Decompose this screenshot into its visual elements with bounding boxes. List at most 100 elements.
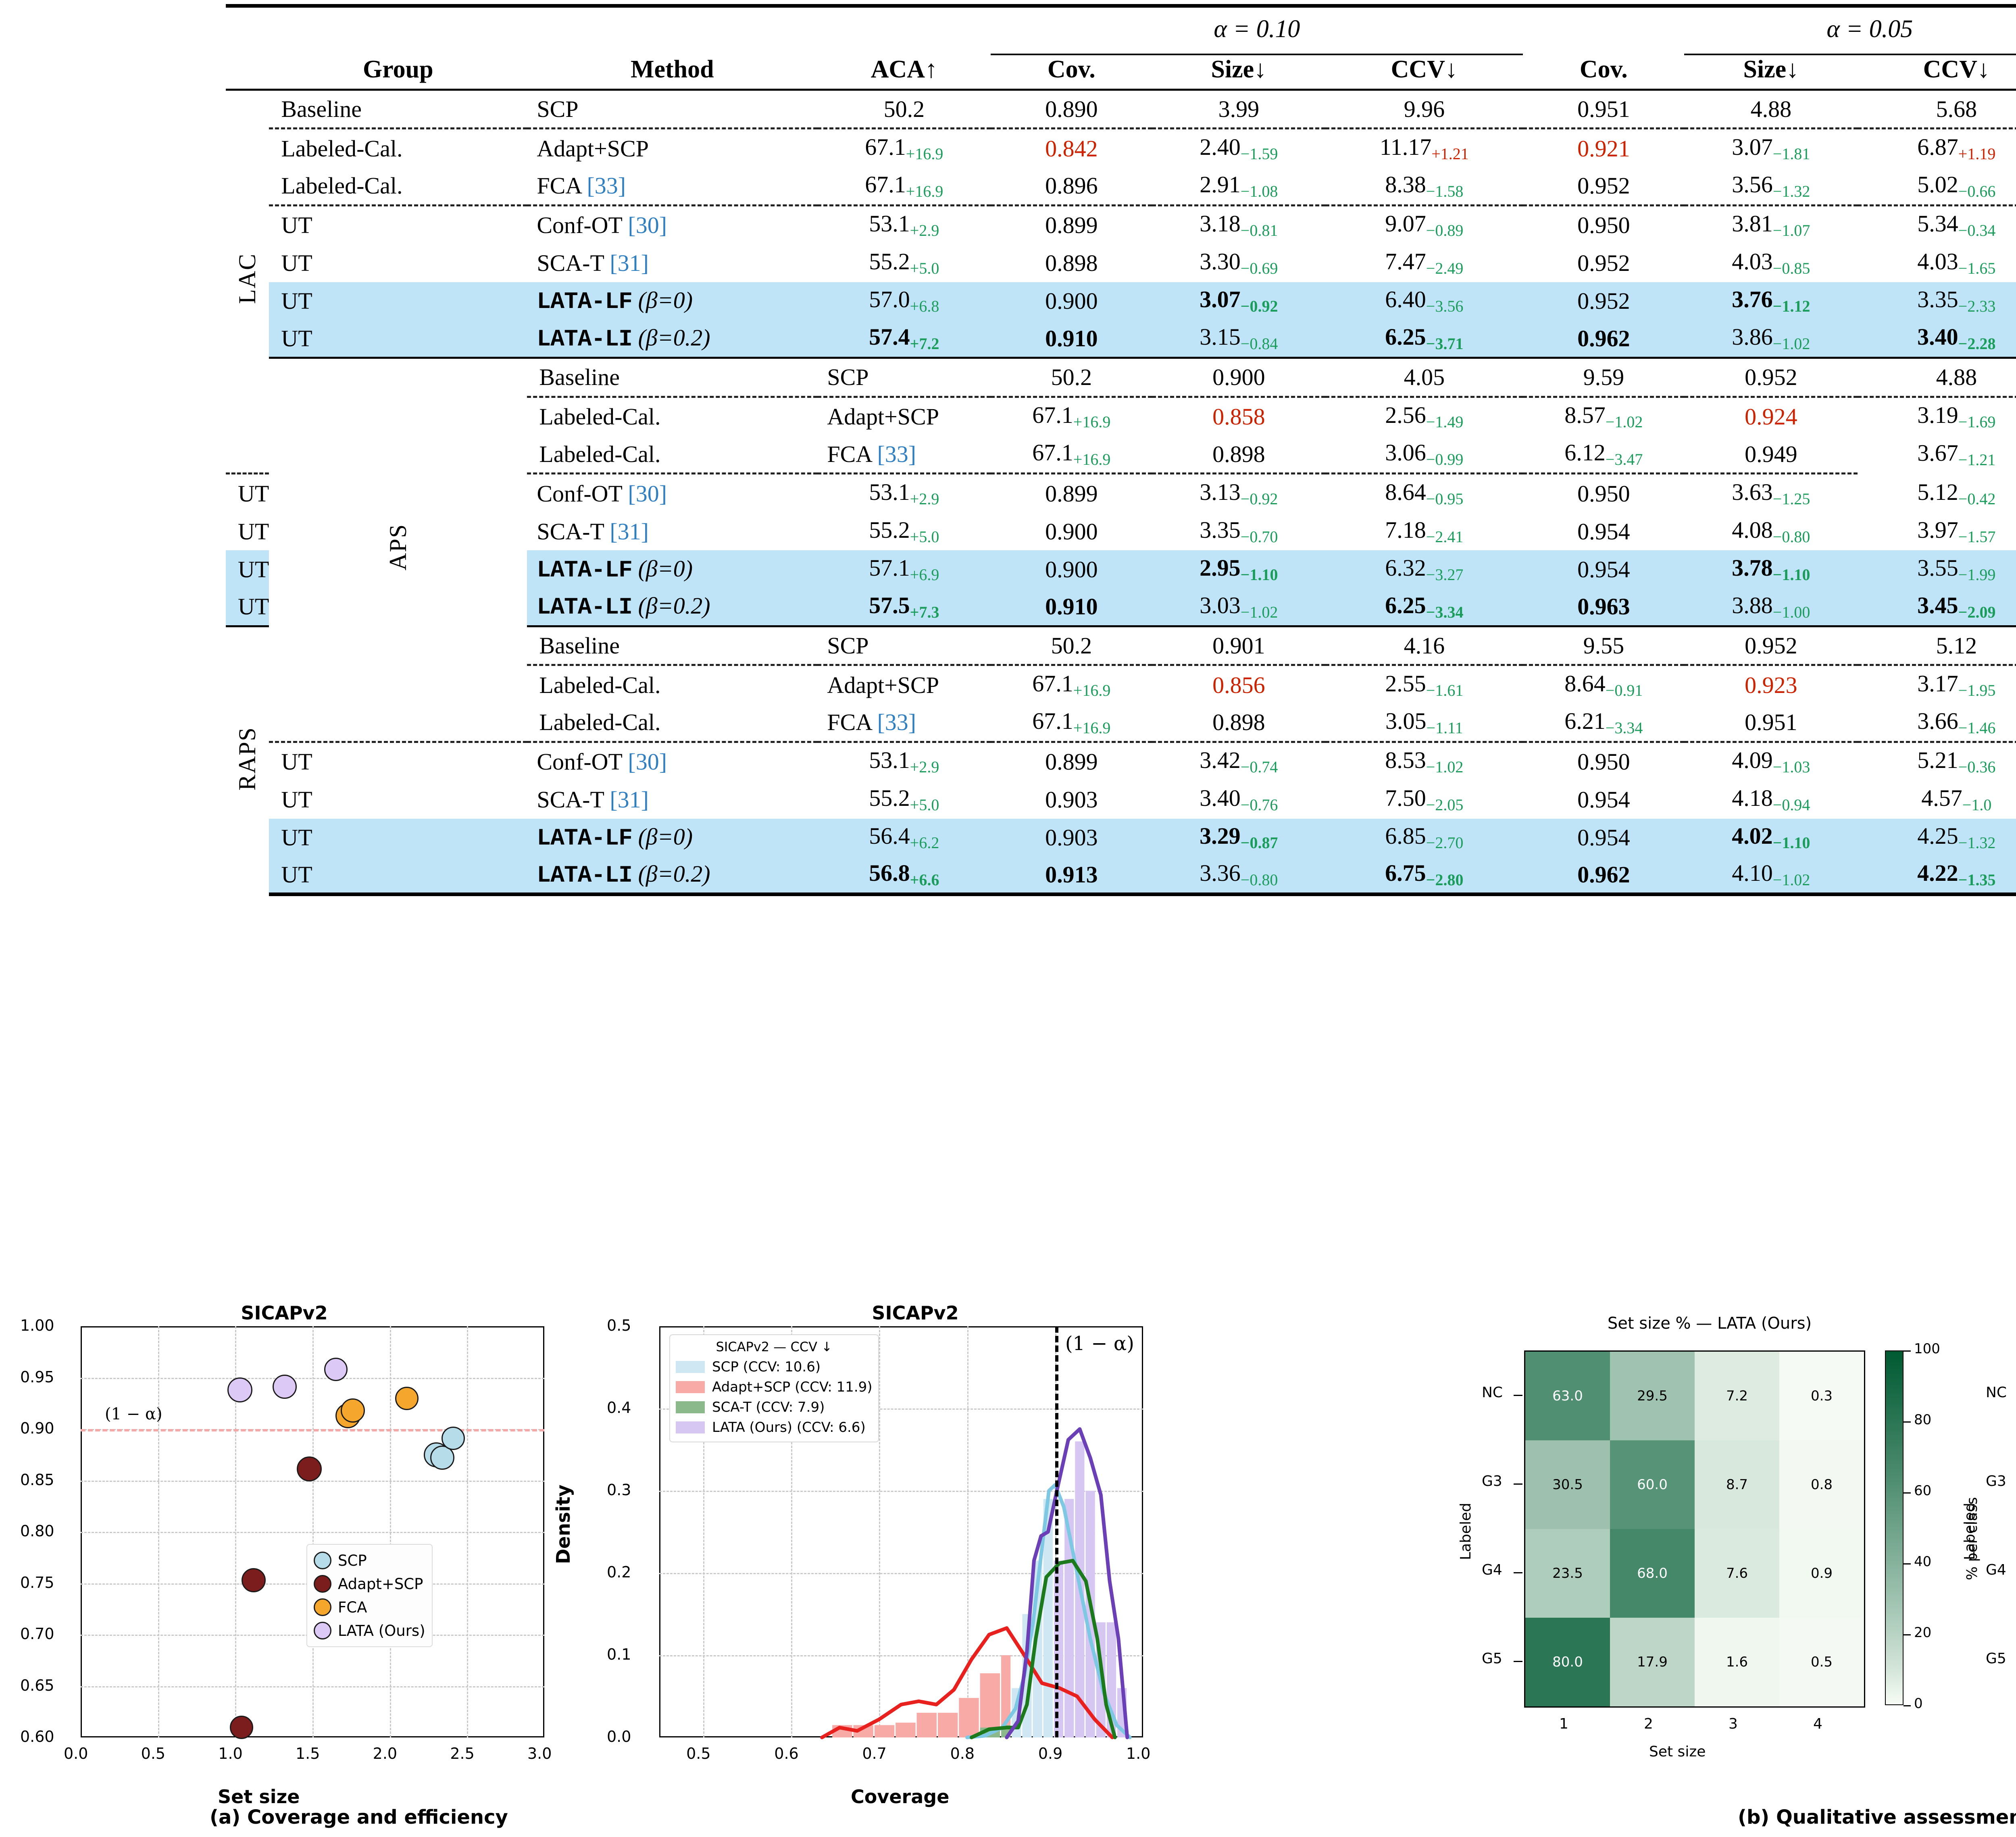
cell-cov-010: 0.900 xyxy=(1212,364,1265,391)
cell-group: UT xyxy=(281,786,312,813)
heatmap-row-label: G3 xyxy=(1986,1473,2006,1490)
cell-size-010: 3.36−0.80 xyxy=(1152,856,1326,895)
legend-label: SCP xyxy=(338,1552,367,1569)
cell-size-005: 4.09−1.03 xyxy=(1732,747,1810,776)
cell-aca: 57.1+6.9 xyxy=(817,550,991,588)
histogram-bar xyxy=(874,1725,895,1737)
cell-cov-010: 0.903 xyxy=(1045,786,1098,813)
cell-group: UT xyxy=(226,550,269,588)
header-cov-005: Cov. xyxy=(1579,55,1628,83)
scatter-xtick: 0.0 xyxy=(64,1745,88,1762)
cell-ccv-010: 8.53−1.02 xyxy=(1385,747,1464,776)
cell-aca: 55.2+5.0 xyxy=(869,516,939,546)
cell-group: UT xyxy=(238,480,269,507)
cell-method: FCA [33] xyxy=(537,173,626,199)
cell-size-010: 3.05−1.11 xyxy=(1385,707,1463,737)
colorbar-tick-label: 100 xyxy=(1914,1341,1940,1357)
header-method: Method xyxy=(631,55,714,83)
scatter-point xyxy=(340,1398,365,1423)
gridline-v xyxy=(235,1326,237,1737)
cell-size-005: 3.07−1.81 xyxy=(1732,133,1810,163)
cell-cov-005: 0.954 xyxy=(1577,786,1630,813)
heatmap-row-tick xyxy=(1514,1483,1522,1485)
cell-aca: 56.8+6.6 xyxy=(817,856,991,895)
cell-method: FCA [33] xyxy=(827,709,916,736)
density-ytick: 0.2 xyxy=(607,1563,631,1581)
scatter-ytick: 0.90 xyxy=(20,1419,54,1437)
cell-cov-005: 0.921 xyxy=(1577,135,1630,162)
scatter-point xyxy=(430,1446,454,1470)
set-size-heatmap: Set size % — LATA (Ours) 63.0 29.5 7.2 0.3 3… xyxy=(1439,1314,1981,1798)
heatmap-col-label: 2 xyxy=(1644,1716,1653,1732)
cell-size-005: 3.76−1.12 xyxy=(1684,282,1858,320)
cell-ccv-005: 3.55−1.99 xyxy=(1858,550,2016,588)
cell-size-010: 2.40−1.59 xyxy=(1200,133,1278,163)
alpha-vline xyxy=(1055,1326,1058,1737)
alpha-annotation: (1 − α) xyxy=(105,1405,162,1423)
cell-group: Labeled-Cal. xyxy=(281,173,403,199)
scatter-ytick: 0.75 xyxy=(20,1573,54,1592)
cell-ccv-005: 3.45−2.09 xyxy=(1858,588,2016,626)
legend-label: SCA-T (CCV: 7.9) xyxy=(712,1399,825,1415)
heatmap-col-label: 3 xyxy=(1729,1716,1738,1732)
colorbar-tick xyxy=(1904,1492,1911,1494)
cell-cov-005: 0.963 xyxy=(1523,588,1685,626)
density-xtick: 0.6 xyxy=(774,1745,799,1762)
heatmap-cell: 30.5 xyxy=(1525,1440,1610,1529)
density-xtick: 0.8 xyxy=(950,1745,975,1762)
cell-size-010: 3.15−0.84 xyxy=(1152,320,1326,358)
gridline-v xyxy=(389,1326,391,1737)
heatmap-row-tick xyxy=(1514,1572,1522,1573)
scatter-xtick: 3.0 xyxy=(527,1745,552,1762)
density-curve xyxy=(965,1483,1132,1739)
table-row: Labeled-Cal. Adapt+SCP 67.1+16.9 0.842 2.40−… xyxy=(226,129,2016,167)
heatmap-cell: 29.5 xyxy=(1610,1352,1695,1440)
heatmap-cell: 1.6 xyxy=(1695,1618,1779,1706)
cell-cov-010: 0.856 xyxy=(1212,672,1265,698)
density-ytick: 0.0 xyxy=(607,1728,631,1745)
cell-aca: 67.1+16.9 xyxy=(1032,402,1111,431)
cell-aca: 67.1+16.9 xyxy=(1032,707,1111,737)
results-table-container: α = 0.10 α = 0.05 Group Method ACA↑ Cov.… xyxy=(226,4,2016,898)
cell-ccv-005: 4.03−1.65 xyxy=(1917,248,1996,278)
table-row: UT Conf-OT [30] 53.1+2.9 0.899 3.18−0.81 9.07… xyxy=(226,206,2016,244)
legend-item: LATA (Ours) xyxy=(314,1619,425,1642)
scatter-point xyxy=(441,1426,465,1450)
gridline-v xyxy=(967,1326,968,1737)
cell-size-005: 4.88 xyxy=(1936,364,1977,391)
histogram-bar xyxy=(1043,1499,1053,1737)
scatter-ytick: 0.80 xyxy=(20,1522,54,1540)
cell-aca: 67.1+16.9 xyxy=(865,171,943,200)
cell-ccv-010: 8.64−0.95 xyxy=(1385,478,1464,508)
heatmap-cell: 0.5 xyxy=(1779,1618,1864,1706)
colorbar-tick xyxy=(1904,1563,1911,1564)
cell-ccv-010: 8.64−0.91 xyxy=(1564,670,1643,700)
cell-cov-010: 0.913 xyxy=(991,856,1152,895)
cell-method: LATA-LI (β=0.2) xyxy=(527,320,818,358)
cell-aca: 53.1+2.9 xyxy=(869,210,939,240)
density-xtick: 1.0 xyxy=(1126,1745,1151,1762)
cell-method: Adapt+SCP xyxy=(827,404,939,430)
cell-group: UT xyxy=(238,518,269,545)
cell-cov-005: 0.950 xyxy=(1577,212,1630,238)
coverage-density-plot: SICAPv2 0.0 0.1 0.2 0.3 0.4 0.5 0.5 0.6 0.7 0.8 0.… xyxy=(552,1302,1169,1818)
cell-size-005: 4.88 xyxy=(1750,96,1792,122)
legend-label: Adapt+SCP (CCV: 11.9) xyxy=(712,1379,873,1395)
legend-swatch-icon xyxy=(676,1421,705,1433)
legend-item: Adapt+SCP (CCV: 11.9) xyxy=(676,1377,873,1397)
cell-ccv-010: 6.85−2.70 xyxy=(1325,818,1523,857)
scatter-xlabel: Set size xyxy=(218,1786,300,1808)
cell-aca: 53.1+2.9 xyxy=(869,478,939,508)
colorbar-tick xyxy=(1904,1634,1911,1635)
cell-ccv-005: 5.12−0.42 xyxy=(1917,478,1996,508)
alpha-header-row: α = 0.10 α = 0.05 xyxy=(226,6,2016,55)
heatmap-row-tick xyxy=(1514,1661,1522,1662)
cell-ccv-010: 7.50−2.05 xyxy=(1385,785,1464,814)
table-row: UT LATA-LI (β=0.2) 56.8+6.6 0.913 3.36−0.80 6… xyxy=(226,856,2016,895)
cell-size-010: 4.16 xyxy=(1404,632,1445,659)
heatmap-xlabel: Set size xyxy=(1649,1743,1706,1760)
colorbar-tick-label: 40 xyxy=(1914,1554,1932,1570)
scatter-ytick: 0.65 xyxy=(20,1676,54,1694)
cell-cov-010: 0.900 xyxy=(991,282,1152,320)
cell-aca: 50.2 xyxy=(883,96,925,122)
